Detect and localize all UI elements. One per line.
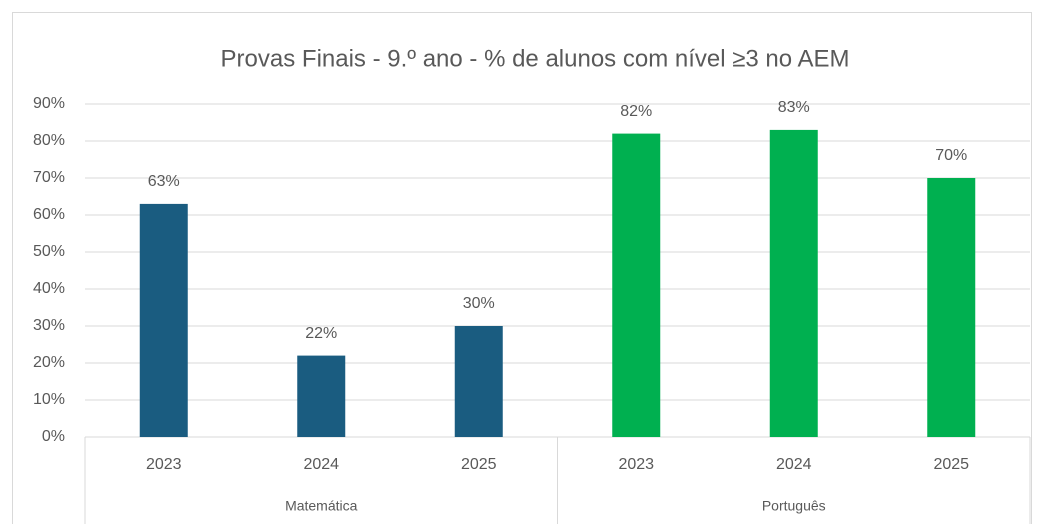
x-tick-label: 2025 <box>461 456 497 473</box>
y-tick-label: 80% <box>33 132 65 149</box>
x-tick-label: 2023 <box>146 456 182 473</box>
x-tick-label: 2024 <box>776 456 812 473</box>
data-label: 22% <box>305 325 337 342</box>
y-tick-label: 10% <box>33 391 65 408</box>
y-tick-label: 50% <box>33 243 65 260</box>
group-label: Português <box>762 498 826 514</box>
y-tick-label: 40% <box>33 280 65 297</box>
y-tick-label: 60% <box>33 206 65 223</box>
data-label: 30% <box>463 295 495 312</box>
x-tick-label: 2024 <box>303 456 339 473</box>
bar <box>612 133 661 437</box>
data-label: 83% <box>778 99 810 116</box>
group-label: Matemática <box>285 498 358 514</box>
bar <box>139 203 188 437</box>
y-tick-label: 20% <box>33 354 65 371</box>
y-tick-label: 0% <box>42 428 65 445</box>
bar <box>297 355 346 437</box>
bar <box>769 129 818 437</box>
data-label: 70% <box>935 147 967 164</box>
x-tick-label: 2025 <box>933 456 969 473</box>
data-label: 82% <box>620 103 652 120</box>
y-tick-label: 70% <box>33 169 65 186</box>
y-tick-label: 30% <box>33 317 65 334</box>
bar <box>454 326 503 437</box>
bar <box>927 178 976 437</box>
y-tick-label: 90% <box>33 95 65 112</box>
x-tick-label: 2023 <box>618 456 654 473</box>
data-label: 63% <box>148 173 180 190</box>
chart-title: Provas Finais - 9.º ano - % de alunos co… <box>221 45 850 72</box>
